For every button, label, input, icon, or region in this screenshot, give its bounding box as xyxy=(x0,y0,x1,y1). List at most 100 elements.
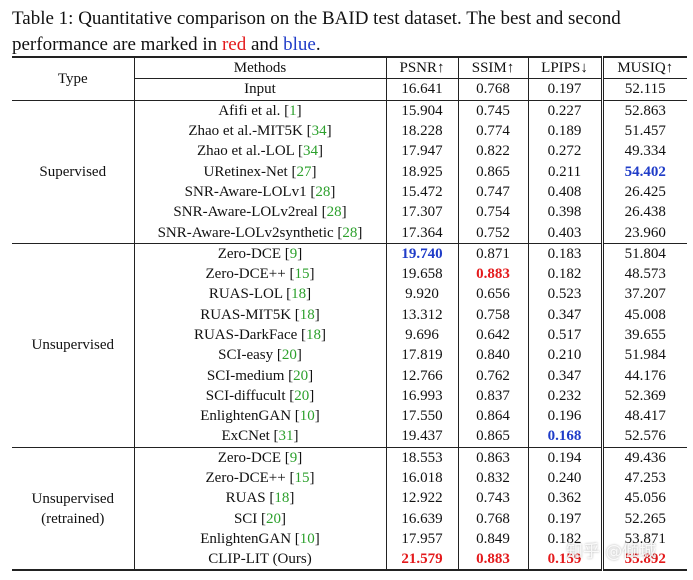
psnr-value: 17.957 xyxy=(401,530,443,547)
ssim-cell: 0.745 xyxy=(457,99,528,121)
ssim-cell: 0.747 xyxy=(457,181,528,203)
psnr-cell: 18.925 xyxy=(385,161,458,182)
psnr-cell: 15.472 xyxy=(385,181,458,203)
lpips-value: 0.240 xyxy=(547,470,582,487)
psnr-cell: 17.819 xyxy=(385,345,458,366)
lpips-value: 0.189 xyxy=(547,123,582,140)
ssim-value: 0.642 xyxy=(476,327,510,343)
psnr-value: 19.437 xyxy=(401,428,443,445)
musiq-cell: 51.804 xyxy=(600,242,687,264)
ssim-cell: 0.883 xyxy=(457,263,528,285)
citation-link: 28 xyxy=(315,183,331,200)
psnr-value: 15.472 xyxy=(401,183,443,200)
musiq-value: 45.056 xyxy=(624,490,666,507)
lpips-cell: 0.211 xyxy=(527,161,602,182)
lpips-value: 0.168 xyxy=(547,428,582,445)
ssim-cell: 0.743 xyxy=(457,488,528,509)
table-row: Zero-DCE++ [15] 16.018 0.832 0.240 47.253 xyxy=(12,467,687,489)
method-cell: SNR-Aware-LOLv2synthetic [28] xyxy=(133,222,386,244)
method-name: URetinex-Net xyxy=(203,163,288,180)
caption-text: Table 1: Quantitative comparison on the … xyxy=(12,8,621,55)
psnr-value: 21.579 xyxy=(401,551,443,568)
musiq-cell: 52.576 xyxy=(600,426,687,448)
group-type: Supervised xyxy=(12,99,134,244)
lpips-value: 0.183 xyxy=(547,245,582,262)
ssim-value: 0.758 xyxy=(476,306,510,323)
ssim-value: 0.883 xyxy=(476,266,510,283)
musiq-cell: 44.176 xyxy=(600,365,687,386)
lpips-cell: 0.517 xyxy=(527,324,602,346)
musiq-value: 44.176 xyxy=(624,367,666,384)
table-row: Zhao et al.-MIT5K [34] 18.228 0.774 0.189 51… xyxy=(12,120,687,142)
lpips-cell: 0.168 xyxy=(527,426,602,448)
citation-link: 18 xyxy=(291,286,307,303)
lpips-value: 0.210 xyxy=(547,347,582,364)
musiq-cell: 45.056 xyxy=(600,488,687,509)
method-cell: SCI-easy [20] xyxy=(133,345,386,366)
table-row: Zero-DCE++ [15] 19.658 0.883 0.182 48.573 xyxy=(12,263,687,285)
method-cell: Zhao et al.-MIT5K [34] xyxy=(133,120,386,142)
table-row: SCI [20] 16.639 0.768 0.197 52.265 xyxy=(12,508,687,529)
lpips-value: 0.232 xyxy=(547,387,582,404)
musiq-cell: 45.008 xyxy=(600,304,687,325)
musiq-cell: 49.436 xyxy=(600,446,687,468)
psnr-value: 12.922 xyxy=(401,490,443,507)
ssim-value: 0.754 xyxy=(476,204,510,221)
psnr-cell: 17.957 xyxy=(385,528,458,550)
psnr-cell: 19.437 xyxy=(385,426,458,448)
input-method: Input xyxy=(133,78,386,101)
ssim-value: 0.849 xyxy=(476,530,510,547)
lpips-value: 0.227 xyxy=(547,102,582,119)
lpips-cell: 0.196 xyxy=(527,406,602,427)
table-row: URetinex-Net [27] 18.925 0.865 0.211 54.402 xyxy=(12,161,687,182)
lpips-cell: 0.403 xyxy=(527,222,602,244)
citation-link: 20 xyxy=(293,367,309,384)
table-row: SNR-Aware-LOLv2synthetic [28] 17.364 0.752… xyxy=(12,222,687,244)
table-row: Supervised Afifi et al. [1] 15.904 0.745 0.2… xyxy=(12,99,687,244)
method-cell: SCI-diffucult [20] xyxy=(133,385,386,407)
method-cell: URetinex-Net [27] xyxy=(133,161,386,182)
ssim-value: 0.743 xyxy=(476,490,510,507)
lpips-cell: 0.347 xyxy=(527,304,602,325)
ssim-value: 0.871 xyxy=(476,245,510,262)
musiq-value: 52.265 xyxy=(624,510,666,527)
ssim-value: 0.837 xyxy=(476,387,510,404)
psnr-cell: 12.766 xyxy=(385,365,458,386)
citation-link: 9 xyxy=(289,449,298,466)
psnr-value: 19.740 xyxy=(401,245,443,262)
method-name: SNR-Aware-LOLv2real xyxy=(173,204,318,221)
table-row: CLIP-LIT (Ours) 21.579 0.883 0.159 55.892 xyxy=(12,549,687,572)
lpips-value: 0.517 xyxy=(547,327,582,343)
header-psnr: PSNR↑ xyxy=(385,56,458,80)
lpips-value: 0.347 xyxy=(547,306,582,323)
table-row: EnlightenGAN [10] 17.957 0.849 0.182 53.871 xyxy=(12,528,687,550)
method-name: Zhao et al.-LOL xyxy=(196,143,295,160)
table-row: Unsupervised (retrained) Zero-DCE [9] 18.55… xyxy=(12,446,687,572)
header-lpips: LPIPS↓ xyxy=(527,56,602,80)
header-row: Type Methods PSNR↑ SSIM↑ LPIPS↓ MUSIQ↑ xyxy=(12,55,687,101)
table-row: SCI-easy [20] 17.819 0.840 0.210 51.984 xyxy=(12,345,687,366)
watermark: 知乎 @倾城 xyxy=(566,542,657,562)
citation-link: 28 xyxy=(342,224,358,241)
table-row: RUAS-DarkFace [18] 9.696 0.642 0.517 39.655 xyxy=(12,324,687,346)
ssim-value: 0.840 xyxy=(476,347,510,364)
method-name: SNR-Aware-LOLv1 xyxy=(184,183,307,200)
method-name: ExCNet xyxy=(221,428,270,445)
psnr-cell: 19.658 xyxy=(385,263,458,285)
musiq-cell: 49.334 xyxy=(600,141,687,162)
citation-link: 34 xyxy=(303,143,319,160)
method-name: CLIP-LIT (Ours) xyxy=(208,551,312,568)
citation-link: 1 xyxy=(289,102,297,119)
input-lpips: 0.197 xyxy=(527,78,602,101)
musiq-value: 49.334 xyxy=(624,143,666,160)
method-name: SCI-easy xyxy=(218,347,274,364)
musiq-value: 55.892 xyxy=(624,551,666,568)
ssim-cell: 0.774 xyxy=(457,120,528,142)
table-row: RUAS-MIT5K [18] 13.312 0.758 0.347 45.008 xyxy=(12,304,687,325)
results-table: Type Methods PSNR↑ SSIM↑ LPIPS↓ MUSIQ↑ I… xyxy=(12,55,687,572)
musiq-value: 54.402 xyxy=(624,163,666,180)
input-musiq: 52.115 xyxy=(600,78,687,101)
lpips-cell: 0.362 xyxy=(527,488,602,509)
psnr-cell: 21.579 xyxy=(385,549,458,572)
lpips-cell: 0.408 xyxy=(527,181,602,203)
